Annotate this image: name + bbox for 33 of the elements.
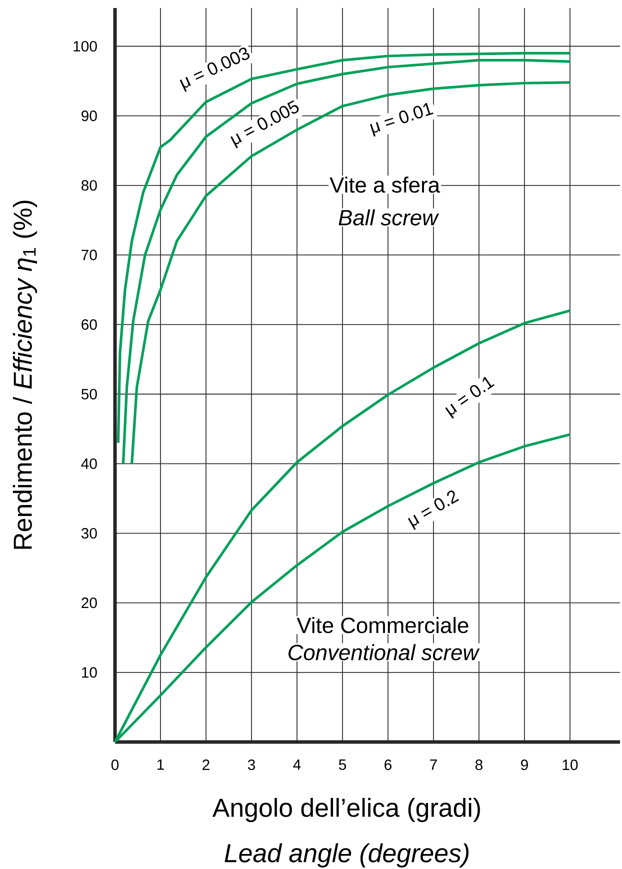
text: μ = 0.003: [180, 48, 250, 92]
y-tick-label: 10: [82, 667, 98, 678]
x-tick-label: 6: [384, 760, 392, 770]
x-tick-label: 3: [248, 760, 256, 770]
x-tick-label: 8: [476, 760, 483, 770]
x-tick-label: 1: [158, 760, 164, 770]
y-tick-label: 60: [82, 319, 98, 330]
x-tick-label: 2: [202, 760, 210, 770]
y-tick-label: 80: [82, 180, 98, 191]
text: μ = 0.01: [370, 102, 434, 137]
annotation: Vite Commerciale: [296, 617, 468, 634]
x-tick-label: 10: [562, 760, 578, 770]
x-axis-title: Angolo dell’elica (gradi): [212, 798, 480, 822]
y-tick-label: 50: [82, 388, 98, 400]
text: μ = 0.2: [408, 490, 460, 530]
y-tick-label: 20: [82, 598, 98, 608]
x-tick-label: 4: [293, 760, 301, 770]
y-tick-label: 100: [74, 40, 98, 52]
x-tick-label: 9: [521, 760, 528, 770]
y-tick-label: 90: [82, 110, 98, 122]
y-tick-label: 30: [82, 528, 98, 539]
text: μ = 0.1: [445, 376, 495, 419]
y-tick-label: 70: [82, 250, 98, 260]
text: μ = 0.005: [230, 100, 299, 148]
annotation: Conventional screw: [288, 644, 480, 660]
annotation: Vite a sfera: [330, 176, 440, 193]
x-tick-label: 0: [112, 760, 119, 770]
y-tick-label: 40: [81, 458, 98, 469]
annotation: Ball screw: [338, 209, 440, 226]
x-tick-label: 7: [430, 760, 438, 770]
text: Lead angle (degrees): [224, 843, 469, 868]
y-axis-title: Rendimento / Efficiency η$_{1}$ (%): [13, 200, 38, 549]
x-tick-label: 5: [339, 760, 346, 770]
